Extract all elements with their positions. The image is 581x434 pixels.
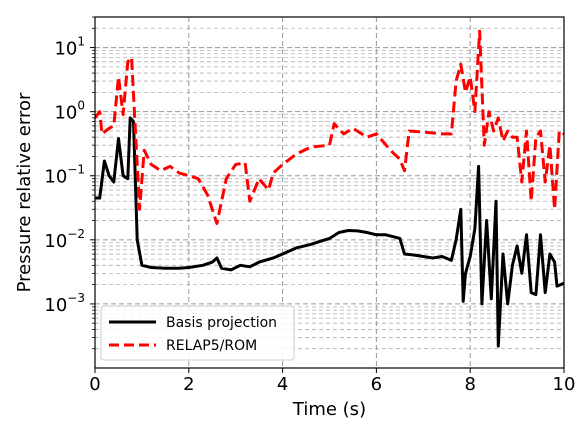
legend-label-relap5-rom: RELAP5/ROM [166, 338, 257, 354]
x-tick-label: 0 [89, 374, 100, 395]
y-tick-label: 10−3 [44, 291, 85, 316]
y-tick-label: 10−2 [44, 227, 85, 252]
legend-box [100, 305, 295, 361]
y-axis-label: Pressure relative error [14, 92, 35, 292]
x-axis-ticks: 0 2 4 6 8 10 [89, 368, 575, 395]
x-axis-label: Time (s) [292, 399, 366, 420]
x-tick-label: 2 [183, 374, 194, 395]
x-tick-label: 8 [464, 374, 475, 395]
series-layer [95, 29, 564, 348]
legend-label-basis-projection: Basis projection [166, 315, 277, 331]
x-tick-label: 6 [371, 374, 382, 395]
plot-frame [94, 16, 565, 369]
y-axis-ticks: 101 100 10−1 10−2 10−3 [44, 16, 95, 350]
y-tick-label: 10−1 [44, 163, 85, 188]
y-tick-label: 101 [54, 35, 85, 60]
series-line-basis-projection [95, 116, 564, 348]
x-tick-label: 4 [277, 374, 288, 395]
y-tick-label: 100 [54, 99, 85, 124]
x-tick-label: 10 [553, 374, 576, 395]
legend: Basis projection RELAP5/ROM [100, 305, 295, 361]
series-line-relap5-rom [95, 29, 564, 225]
